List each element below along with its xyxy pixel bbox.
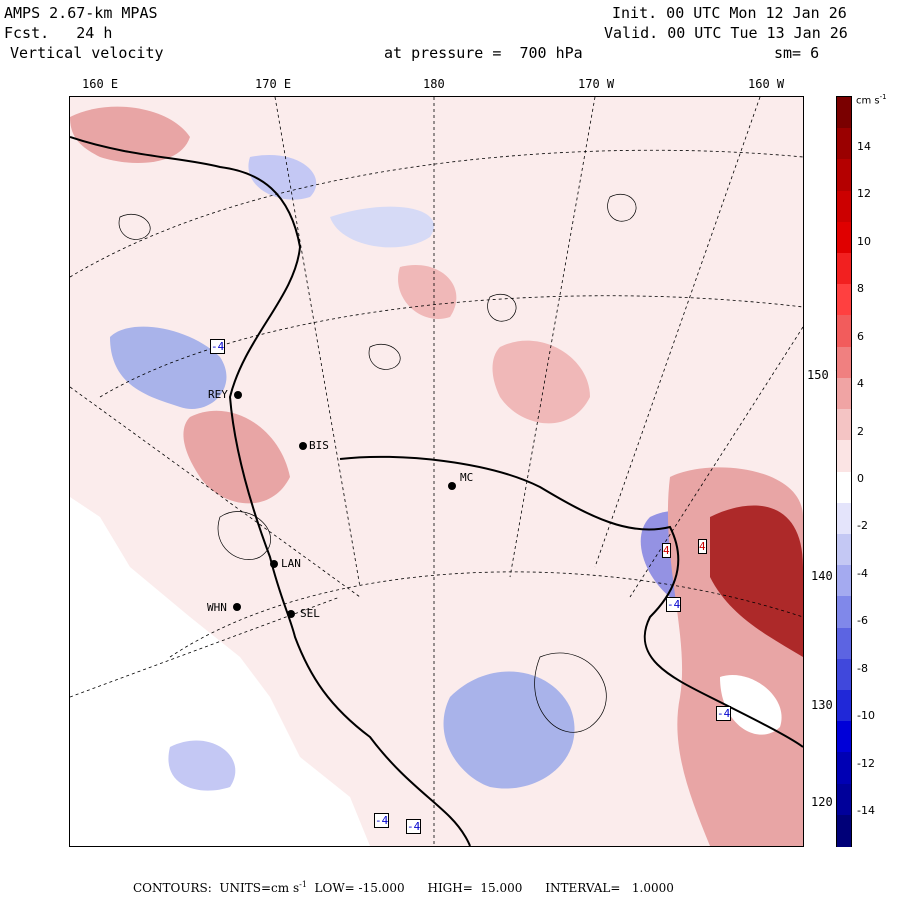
colorbar-tick-label: -14 [857, 804, 875, 817]
extremum-label: -4 [210, 339, 226, 354]
colorbar-segment [837, 752, 851, 785]
strong-positive-region [710, 505, 803, 657]
colorbar-tick-label: 0 [857, 472, 864, 485]
colorbar-segment [837, 221, 851, 254]
station-dot-whn [233, 603, 241, 611]
colorbar-segment [837, 253, 851, 286]
lon-label-180: 180 [423, 77, 445, 91]
colorbar-segment [837, 814, 851, 847]
colorbar-segment [837, 502, 851, 535]
station-label-mc: MC [460, 471, 474, 484]
station-dot-bis [299, 442, 307, 450]
station-label-sel: SEL [300, 607, 320, 620]
colorbar-tick-label: -4 [857, 566, 868, 580]
graticule [70, 97, 803, 846]
colorbar-segment [837, 128, 851, 161]
pressure-level: at pressure = 700 hPa [384, 44, 583, 62]
extremum-label: 4 [662, 543, 671, 558]
extremum-label: 4 [698, 539, 707, 554]
station-label-bis: BIS [309, 439, 329, 452]
colorbar-tick-label: 6 [857, 329, 864, 343]
init-time: Init. 00 UTC Mon 12 Jan 26 [612, 4, 847, 22]
positive-region [183, 410, 290, 504]
colorbar-tick-label: 14 [857, 140, 871, 153]
station-dot-lan [270, 560, 278, 568]
colorbar-tick-label: -10 [857, 709, 875, 723]
colorbar-tick-label: -2 [857, 519, 868, 533]
colorbar-segment [837, 471, 851, 504]
colorbar-tick-label: 4 [857, 377, 864, 391]
colorbar-tick-label: 2 [857, 424, 864, 438]
lat-label-150w: 150 W [806, 368, 845, 382]
colorbar-tick-label: 12 [857, 187, 871, 201]
land-mask [70, 497, 370, 846]
station-dot-sel [287, 610, 295, 618]
extremum-label: -4 [716, 706, 732, 721]
colorbar-segment [837, 596, 851, 629]
coastline [70, 136, 471, 846]
positive-region [398, 265, 457, 319]
colorbar-segment [837, 783, 851, 816]
colorbar-segment [837, 284, 851, 317]
colorbar-tick-label: -12 [857, 756, 875, 770]
forecast-hour: Fcst. 24 h [4, 24, 113, 42]
colorbar-segment [837, 97, 851, 129]
land-mask [720, 675, 782, 735]
station-label-rey: REY [208, 388, 228, 401]
ice-shelf-front [339, 455, 803, 748]
model-title: AMPS 2.67-km MPAS [4, 4, 158, 22]
positive-region [70, 106, 190, 163]
lon-label-160w: 160 W [748, 77, 785, 91]
lon-label-170e: 170 E [255, 77, 292, 91]
colorbar-segment [837, 159, 851, 192]
colorbar-segment [837, 315, 851, 348]
map-panel: BIS REY LAN WHN SEL MC -4 4 -4 4 -4 4 -4… [69, 96, 804, 847]
extremum-label: -4 [406, 819, 422, 834]
colorbar-segment [837, 627, 851, 660]
colorbar-segment [837, 721, 851, 754]
station-dot-rey [234, 391, 242, 399]
colorbar-tick-label: 10 [857, 234, 871, 248]
colorbar-segment [837, 409, 851, 442]
field-name: Vertical velocity [10, 44, 164, 62]
colorbar-segment [837, 377, 851, 410]
negative-region [168, 740, 236, 791]
colorbar-tick-label: -8 [857, 661, 868, 675]
positive-region [492, 340, 590, 424]
negative-region [110, 326, 227, 409]
valid-time: Valid. 00 UTC Tue 13 Jan 26 [604, 24, 848, 42]
negative-region [443, 671, 575, 789]
lon-label-170w: 170 W [578, 77, 615, 91]
colorbar-segment [837, 689, 851, 722]
station-label-lan: LAN [281, 557, 301, 570]
contour-info: CONTOURS: UNITS=cm s-1 LOW= -15.000 HIGH… [133, 880, 674, 895]
smoothing: sm= 6 [774, 44, 820, 62]
colorbar-segment [837, 658, 851, 691]
colorbar-tick-label: -6 [857, 614, 868, 628]
extremum-label: -4 [666, 597, 682, 612]
map-canvas [70, 97, 803, 846]
contours [118, 194, 637, 733]
colorbar-segment [837, 533, 851, 566]
colorbar-segment [837, 565, 851, 598]
station-label-whn: WHN [207, 601, 227, 614]
colorbar-segment [837, 190, 851, 223]
colorbar-tick-label: 8 [857, 282, 864, 296]
colorbar [836, 96, 852, 847]
colorbar-segment [837, 440, 851, 473]
colorbar-unit: cm s-1 [856, 93, 887, 107]
extremum-label: -4 [374, 813, 390, 828]
station-markers [233, 391, 456, 618]
colorbar-segment [837, 346, 851, 379]
negative-region [330, 206, 434, 248]
station-dot-mc [448, 482, 456, 490]
lon-label-160e: 160 E [82, 77, 119, 91]
